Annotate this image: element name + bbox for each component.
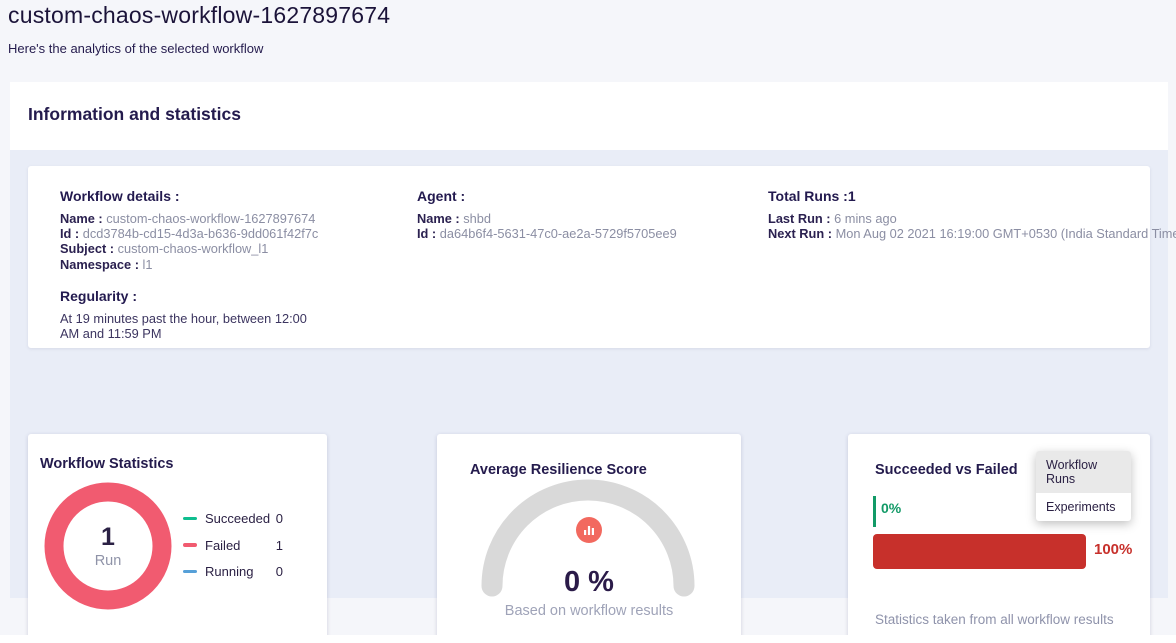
resilience-score-card: Average Resilience Score 0 % Based on wo… — [437, 434, 741, 642]
legend-color-dash — [183, 569, 197, 574]
workflow-statistics-title: Workflow Statistics — [40, 456, 174, 472]
field-label: Subject : — [60, 241, 115, 257]
legend-name: Failed — [205, 537, 241, 553]
total-runs-column: Total Runs :1 Last Run : 6 mins ago Next… — [768, 188, 1176, 242]
legend-count: 0 — [275, 511, 283, 526]
legend-row: Succeeded 0 — [183, 511, 283, 526]
donut-legend: Succeeded 0 Failed 1 Running 0 — [183, 511, 283, 591]
workflow-details-heading: Workflow details : — [60, 188, 180, 204]
field-value: 6 mins ago — [834, 211, 897, 226]
menu-item-workflow-runs[interactable]: Workflow Runs — [1036, 451, 1131, 493]
resilience-score-title: Average Resilience Score — [470, 462, 647, 478]
workflow-statistics-card: Workflow Statistics 1 Run Succeeded 0 Fa… — [28, 434, 327, 642]
field-value: shbd — [463, 211, 491, 226]
gauge-chart-svg — [481, 479, 695, 597]
chart-source-menu[interactable]: Workflow Runs Experiments — [1036, 451, 1131, 521]
legend-name: Running — [205, 564, 254, 579]
info-field-row: Id : da64b6f4-5631-47c0-ae2a-5729f5705ee… — [417, 226, 747, 241]
menu-item-experiments[interactable]: Experiments — [1046, 500, 1116, 514]
bar-chart-icon — [576, 517, 602, 543]
succeeded-percentage: 0% — [881, 500, 902, 516]
legend-row: Failed 1 — [183, 538, 283, 553]
panel-body: Workflow details : Name : custom-chaos-w… — [10, 150, 1176, 642]
field-label: Last Run : — [768, 211, 831, 226]
field-value: l1 — [142, 256, 153, 272]
regularity-block: Regularity : At 19 minutes past the hour… — [60, 288, 390, 342]
workflow-info-card: Workflow details : Name : custom-chaos-w… — [28, 166, 1176, 348]
workflow-runs-donut: 1 Run — [43, 481, 173, 611]
panel-header: Information and statistics — [10, 82, 1168, 150]
donut-run-count: 1 — [101, 523, 115, 551]
succeeded-vs-failed-title: Succeeded vs Failed — [875, 462, 1018, 478]
field-label: Namespace : — [60, 256, 139, 272]
total-runs-heading: Total Runs :1 — [768, 188, 856, 204]
statistics-footer-note: Statistics taken from all workflow resul… — [875, 612, 1114, 627]
legend-count: 1 — [275, 537, 283, 553]
info-field-row: Last Run : 6 mins ago — [768, 211, 1160, 226]
legend-color-dash — [183, 543, 197, 547]
agent-column: Agent : Name : shbd Id : da64b6f4-5631-4… — [417, 188, 747, 241]
field-value: custom-chaos-workflow_l1 — [117, 241, 269, 257]
field-value: da64b6f4-5631-47c0-ae2a-5729f5705ee9 — [439, 226, 677, 242]
legend-color-dash — [183, 516, 197, 521]
info-field-row: Namespace : l1 — [60, 257, 390, 272]
donut-center-label: 1 Run — [43, 481, 173, 611]
legend-count: 0 — [275, 564, 283, 579]
runs-fields: Last Run : 6 mins ago Next Run : Mon Aug… — [768, 211, 1176, 242]
info-field-row: Id : dcd3784b-cd15-4d3a-b636-9dd061f42f7… — [60, 226, 390, 241]
field-label: Name : — [417, 211, 460, 226]
field-label: Next Run : — [768, 226, 832, 242]
info-field-row: Name : custom-chaos-workflow-1627897674 — [60, 211, 390, 226]
succeeded-vs-failed-card: Succeeded vs Failed Workflow Runs Experi… — [848, 434, 1150, 642]
info-field-row: Next Run : Mon Aug 02 2021 16:19:00 GMT+… — [768, 226, 1176, 242]
field-label: Id : — [60, 226, 80, 242]
legend-name: Succeeded — [205, 511, 271, 526]
info-field-row: Name : shbd — [417, 211, 747, 226]
resilience-score-caption: Based on workflow results — [504, 603, 674, 619]
field-label: Id : — [417, 226, 437, 242]
field-label: Name : — [60, 211, 103, 226]
failed-bar — [873, 534, 1086, 569]
failed-percentage: 100% — [1094, 541, 1133, 558]
agent-heading: Agent : — [417, 188, 466, 204]
legend-row: Running 0 — [183, 564, 283, 579]
resilience-score-value: 0 % — [564, 566, 614, 598]
agent-fields: Name : shbd Id : da64b6f4-5631-47c0-ae2a… — [417, 211, 747, 241]
field-value: custom-chaos-workflow-1627897674 — [106, 211, 316, 226]
donut-chart-svg — [44, 482, 172, 610]
page-title: custom-chaos-workflow-1627897674 — [8, 2, 391, 28]
page-header: custom-chaos-workflow-1627897674 Here's … — [8, 2, 390, 56]
succeeded-bar — [873, 496, 876, 527]
regularity-heading: Regularity : — [60, 287, 138, 304]
regularity-text: At 19 minutes past the hour, between 12:… — [60, 310, 307, 342]
information-statistics-panel: Information and statistics Workflow deta… — [10, 82, 1176, 642]
workflow-details-column: Workflow details : Name : custom-chaos-w… — [60, 188, 390, 342]
panel-title: Information and statistics — [28, 104, 241, 124]
info-field-row: Subject : custom-chaos-workflow_l1 — [60, 241, 390, 256]
field-value: Mon Aug 02 2021 16:19:00 GMT+0530 (India… — [835, 226, 1176, 242]
donut-run-unit: Run — [94, 553, 122, 569]
field-value: dcd3784b-cd15-4d3a-b636-9dd061f42f7c — [82, 226, 319, 242]
bottom-strip — [0, 635, 1176, 643]
workflow-details-fields: Name : custom-chaos-workflow-1627897674 … — [60, 211, 390, 272]
page-subtitle: Here's the analytics of the selected wor… — [8, 41, 264, 56]
